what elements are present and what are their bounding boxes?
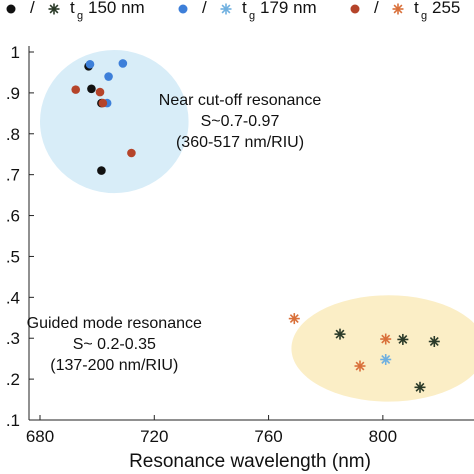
y-tick-label: .7 bbox=[6, 166, 20, 185]
legend-t: t bbox=[414, 0, 419, 17]
y-tick-label: .4 bbox=[6, 288, 20, 307]
region-guided bbox=[291, 295, 474, 402]
legend-t: t bbox=[242, 0, 247, 17]
annotation-line: Near cut-off resonance bbox=[159, 92, 322, 109]
y-tick-label: .6 bbox=[6, 207, 20, 226]
data-point-star bbox=[48, 3, 60, 15]
annotation-line: S~0.7-0.97 bbox=[201, 113, 280, 130]
axis-ticks: 680 720 760 800 .1 .2 .3 .4 .5 .6 .7 .8 .9 1 bbox=[6, 43, 397, 446]
data-point-star bbox=[380, 353, 392, 365]
annotations: Near cut-off resonance S~0.7-0.97 (360-517… bbox=[27, 92, 322, 374]
y-tick-label: .2 bbox=[6, 370, 20, 389]
data-point-dot bbox=[127, 148, 136, 158]
legend-label: 255 bbox=[432, 0, 460, 17]
legend-dot bbox=[178, 4, 188, 14]
y-tick-label: .5 bbox=[6, 247, 20, 266]
data-point-dot bbox=[118, 59, 128, 68]
x-tick-label: 800 bbox=[369, 427, 397, 446]
legend-dot bbox=[6, 4, 16, 14]
legend-entry: / t g 179 nm bbox=[178, 0, 317, 22]
data-point-dot bbox=[87, 84, 96, 94]
data-point-star bbox=[220, 3, 232, 15]
data-point-dot bbox=[98, 98, 108, 108]
legend-t: t bbox=[70, 0, 75, 17]
annotation-line: Guided mode resonance bbox=[27, 315, 202, 332]
legend-slash: / bbox=[374, 0, 379, 17]
annotation-line: (137-200 nm/RIU) bbox=[50, 357, 178, 374]
legend: / t g 150 nm / t g 179 nm / t g 255 bbox=[6, 0, 460, 22]
data-point-star bbox=[354, 360, 366, 372]
y-tick-label: .1 bbox=[6, 411, 20, 430]
legend-dot bbox=[350, 4, 360, 14]
data-point-star bbox=[414, 381, 426, 393]
legend-t-subscript: g bbox=[249, 10, 255, 22]
legend-label: 179 nm bbox=[260, 0, 317, 17]
legend-t-subscript: g bbox=[421, 10, 427, 22]
data-point-dot bbox=[85, 59, 95, 69]
legend-entry: / t g 150 nm bbox=[6, 0, 145, 22]
x-axis-title: Resonance wavelength (nm) bbox=[129, 451, 371, 472]
data-points bbox=[71, 59, 440, 393]
legend-t-subscript: g bbox=[77, 10, 83, 22]
annotation-line: S~ 0.2-0.35 bbox=[73, 336, 156, 353]
annotation-line: (360-517 nm/RIU) bbox=[176, 134, 304, 151]
data-point-star bbox=[334, 328, 346, 340]
axes bbox=[28, 46, 474, 421]
y-tick-label: .3 bbox=[6, 329, 20, 348]
data-point-dot bbox=[97, 166, 106, 175]
legend-slash: / bbox=[202, 0, 207, 17]
x-tick-label: 680 bbox=[26, 427, 54, 446]
y-tick-label: 1 bbox=[11, 43, 20, 62]
x-tick-label: 760 bbox=[254, 427, 282, 446]
data-point-star bbox=[288, 313, 300, 325]
data-point-star bbox=[380, 333, 392, 345]
data-point-star bbox=[428, 335, 440, 347]
data-point-star bbox=[392, 3, 404, 15]
legend-slash: / bbox=[30, 0, 35, 17]
data-point-dot bbox=[71, 85, 81, 94]
y-tick-label: .9 bbox=[6, 84, 20, 103]
y-tick-label: .8 bbox=[6, 125, 20, 144]
data-point-star bbox=[397, 333, 409, 345]
x-tick-label: 720 bbox=[140, 427, 168, 446]
data-point-dot bbox=[104, 72, 113, 81]
region-cutoff bbox=[40, 49, 189, 194]
legend-entry: / t g 255 bbox=[350, 0, 460, 22]
legend-label: 150 nm bbox=[88, 0, 145, 17]
data-point-dot bbox=[95, 87, 105, 97]
